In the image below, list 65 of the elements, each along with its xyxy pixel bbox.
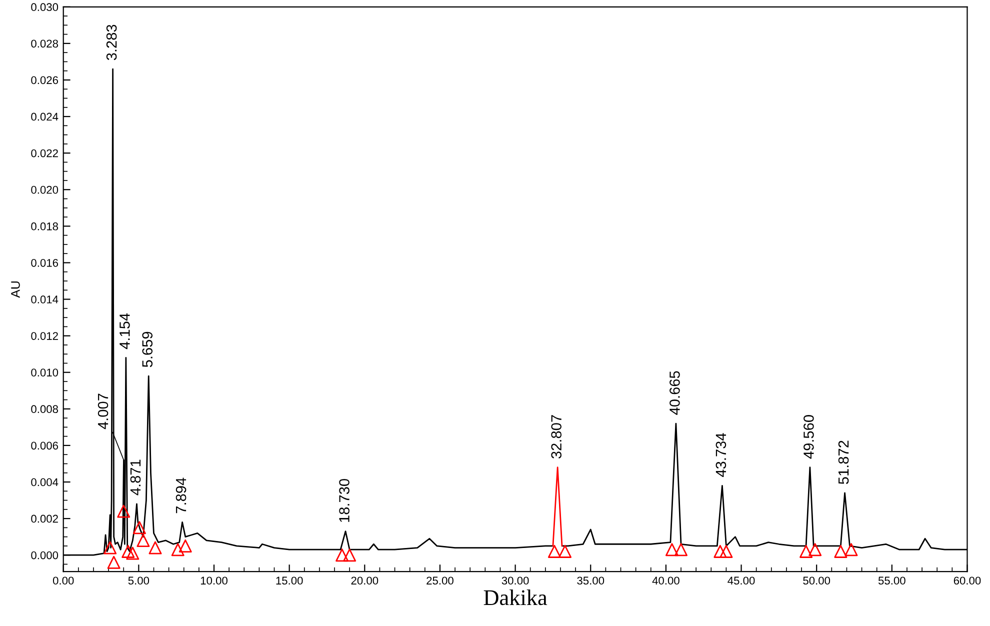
- annotation: 40.665: [670, 371, 680, 415]
- annotation: 5.659: [142, 332, 153, 368]
- point: [107, 556, 120, 569]
- x-tick-label: 15.00: [276, 576, 303, 585]
- annotation: 51.872: [838, 440, 849, 484]
- point: [834, 544, 848, 558]
- y-tick-label: 0.004: [31, 478, 58, 486]
- point: [665, 543, 678, 556]
- y-tick-label: 0.006: [31, 442, 58, 450]
- point: [122, 544, 135, 558]
- y-tick-label: 0.024: [31, 112, 58, 121]
- point: [132, 521, 146, 534]
- y-tick-label: 0.014: [31, 296, 58, 304]
- x-tick-label: 0.00: [52, 576, 74, 585]
- x-tick-label: 20.00: [351, 576, 378, 585]
- y-tick-label: 0.030: [31, 3, 58, 12]
- point: [104, 541, 117, 554]
- x-tick-label: 50.00: [803, 576, 830, 585]
- x-tick-label: 60.00: [954, 576, 981, 585]
- point: [148, 541, 162, 554]
- y-tick-label: 0.020: [31, 186, 58, 194]
- point: [117, 504, 130, 518]
- x-tick-label: 10.00: [200, 576, 228, 585]
- y-tick-label: 0.000: [31, 551, 58, 560]
- y-tick-label: 0.016: [31, 258, 58, 267]
- y-tick-label: 0.026: [31, 76, 58, 84]
- annotation: 43.734: [716, 433, 726, 477]
- x-tick-label: 25.00: [426, 576, 454, 585]
- annotation: 4.007: [98, 394, 108, 430]
- y-tick-label: 0.018: [31, 222, 58, 230]
- y-tick-label: 0.010: [31, 368, 58, 376]
- point: [844, 543, 858, 556]
- x-tick-label: 55.00: [878, 576, 906, 585]
- point: [674, 543, 688, 556]
- y-tick-label: 0.002: [31, 514, 58, 523]
- annotation: 7.894: [176, 478, 186, 514]
- x-tick-label: 35.00: [577, 576, 604, 585]
- annotation: 4.871: [130, 460, 141, 496]
- point: [548, 544, 561, 558]
- y-tick-label: 0.022: [31, 149, 58, 158]
- annotation: 4.154: [120, 313, 130, 350]
- y-tick-label: 0.012: [31, 332, 58, 340]
- point: [171, 543, 184, 556]
- point: [558, 544, 572, 558]
- annotation: 49.560: [804, 415, 814, 459]
- annotation: 3.283: [106, 24, 117, 60]
- point: [808, 543, 822, 556]
- y-axis-title: AU: [11, 281, 20, 298]
- point: [720, 544, 733, 558]
- x-axis-title: Dakika: [484, 590, 548, 606]
- point: [178, 539, 192, 552]
- point: [336, 548, 349, 562]
- x-tick-label: 5.00: [128, 576, 150, 585]
- point: [714, 544, 727, 558]
- x-tick-label: 40.00: [652, 576, 680, 585]
- annotation: 18.730: [339, 478, 350, 522]
- point: [800, 544, 813, 558]
- annotation: 32.807: [551, 415, 562, 458]
- y-tick-label: 0.008: [31, 405, 58, 414]
- point: [136, 534, 150, 547]
- point: [126, 546, 140, 560]
- x-tick-label: 45.00: [728, 576, 755, 585]
- x-tick-label: 30.00: [502, 576, 529, 585]
- y-tick-label: 0.028: [31, 40, 58, 48]
- point: [343, 548, 356, 562]
